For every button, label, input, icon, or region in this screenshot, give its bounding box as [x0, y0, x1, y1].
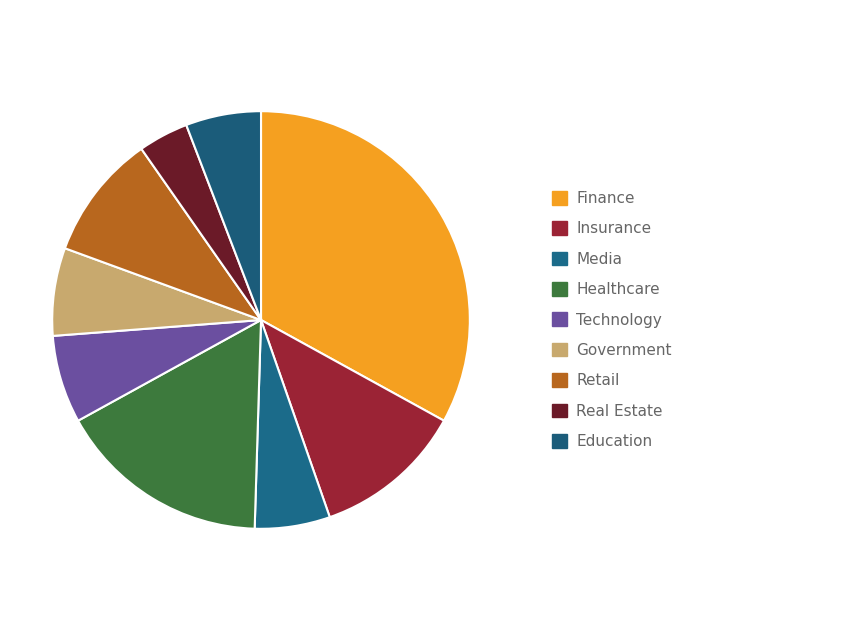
Legend: Finance, Insurance, Media, Healthcare, Technology, Government, Retail, Real Esta: Finance, Insurance, Media, Healthcare, T…	[546, 185, 678, 455]
Wedge shape	[52, 248, 261, 336]
Wedge shape	[65, 149, 261, 320]
Wedge shape	[141, 125, 261, 320]
Wedge shape	[261, 320, 444, 517]
Wedge shape	[78, 320, 261, 529]
Wedge shape	[186, 111, 261, 320]
Wedge shape	[53, 320, 261, 420]
Wedge shape	[261, 111, 470, 420]
Wedge shape	[254, 320, 330, 529]
